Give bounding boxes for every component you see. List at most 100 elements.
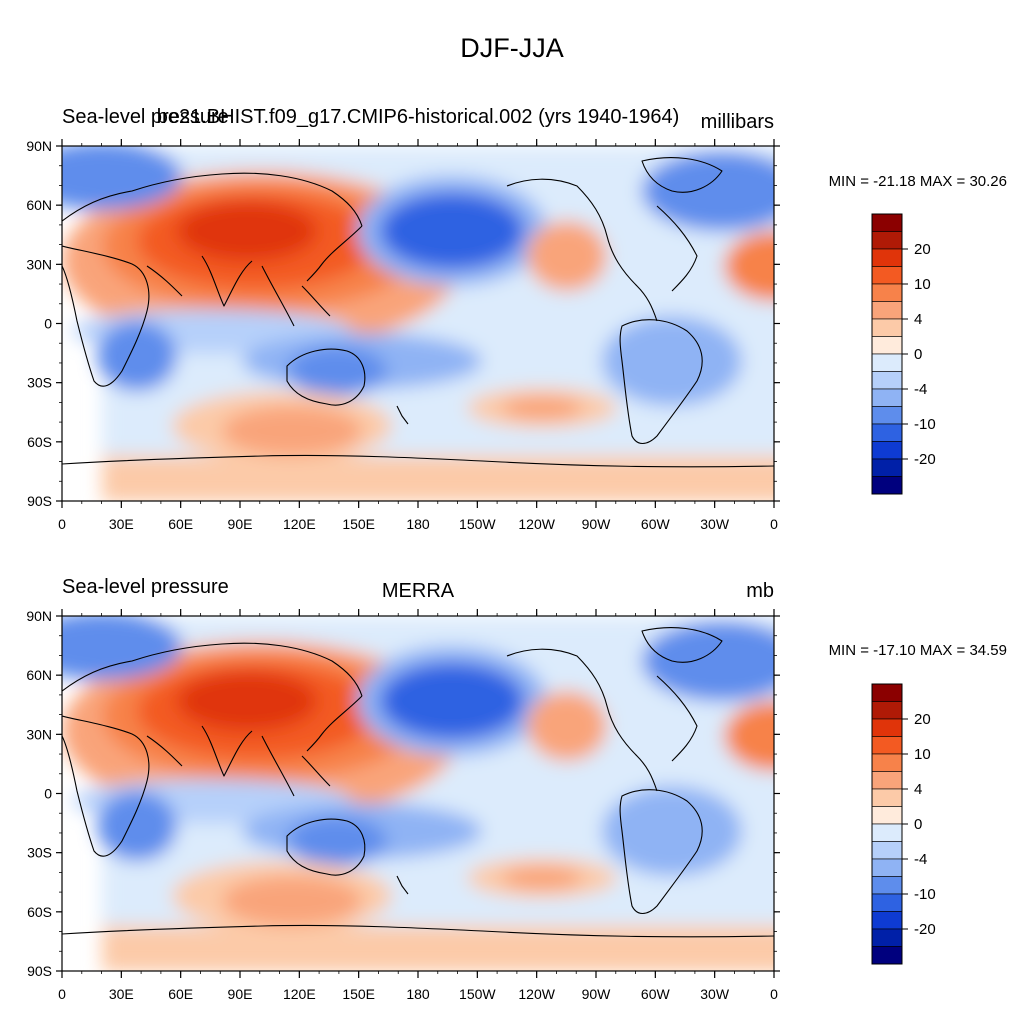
colorbar-label: 10 [914, 746, 931, 763]
lon-tick-label: 60E [168, 986, 193, 1002]
lat-tick-label: 60S [27, 904, 52, 920]
colorbar-swatch [871, 371, 903, 390]
lon-tick-label: 120E [283, 516, 316, 532]
colorbar-label: -4 [914, 851, 927, 868]
colorbar-label: 10 [914, 276, 931, 293]
colorbar-swatch [871, 353, 903, 372]
lon-tick-label: 30W [700, 986, 730, 1002]
colorbar-swatch [871, 266, 903, 285]
panel-units: millibars [701, 111, 774, 133]
lon-tick-label: 0 [58, 986, 66, 1002]
lon-tick-label: 120W [518, 986, 555, 1002]
panel-center-title: MERRA [382, 580, 455, 602]
colorbar-swatch [871, 683, 903, 702]
panel-left-title: Sea-level pressure [62, 576, 229, 598]
colorbar-swatch [871, 701, 903, 720]
colorbar-swatch [871, 736, 903, 755]
colorbar-swatch [871, 283, 903, 302]
min-max-label: MIN = -17.10 MAX = 34.59 [829, 642, 1007, 659]
lat-tick-label: 0 [44, 316, 52, 332]
lon-tick-label: 60E [168, 516, 193, 532]
lat-tick-label: 30N [26, 256, 52, 272]
lat-tick-label: 90S [27, 963, 52, 979]
colorbar-swatch [871, 788, 903, 807]
colorbar-swatch [871, 753, 903, 772]
map-field [62, 142, 774, 502]
colorbar-swatch [871, 441, 903, 460]
colorbar-label: -10 [914, 416, 936, 433]
lat-tick-label: 90S [27, 493, 52, 509]
panel-units: mb [746, 580, 774, 602]
colorbar-swatch [871, 823, 903, 842]
colorbar-label: 20 [914, 241, 931, 258]
min-max-label: MIN = -21.18 MAX = 30.26 [829, 173, 1007, 190]
colorbar-label: 4 [914, 781, 922, 798]
colorbar-swatch [871, 336, 903, 355]
colorbar-label: -10 [914, 886, 936, 903]
colorbar-label: -4 [914, 381, 927, 398]
lon-tick-label: 150W [459, 516, 496, 532]
lat-tick-label: 60N [26, 667, 52, 683]
lat-tick-label: 30S [27, 845, 52, 861]
lon-tick-label: 60W [641, 516, 671, 532]
colorbar-label: 0 [914, 816, 922, 833]
colorbar-swatch [871, 248, 903, 267]
colorbar-label: 4 [914, 311, 922, 328]
lat-tick-label: 60N [26, 197, 52, 213]
lon-tick-label: 90W [582, 516, 612, 532]
panel-left-title: Sea-level pressure [62, 106, 229, 128]
lon-tick-label: 0 [58, 516, 66, 532]
colorbar-swatch [871, 858, 903, 877]
panel-center-title: be21.BHIST.f09_g17.CMIP6-historical.002 … [157, 106, 680, 128]
colorbar-swatch [871, 946, 903, 965]
colorbar: 20 10 4 0 -4 -10 -20 [871, 683, 936, 965]
main-title: DJF-JJA [460, 33, 564, 63]
lon-tick-label: 180 [406, 516, 430, 532]
lon-tick-label: 120W [518, 516, 555, 532]
lon-tick-label: 150E [342, 516, 375, 532]
colorbar-label: 20 [914, 711, 931, 728]
colorbar-swatch [871, 928, 903, 947]
colorbar-swatch [871, 476, 903, 495]
colorbar-swatch [871, 893, 903, 912]
colorbar-label: 0 [914, 346, 922, 363]
lat-tick-label: 0 [44, 786, 52, 802]
lon-tick-label: 30W [700, 516, 730, 532]
colorbar-swatch [871, 406, 903, 425]
lon-tick-label: 90W [582, 986, 612, 1002]
colorbar-label: -20 [914, 451, 936, 468]
colorbar-swatch [871, 718, 903, 737]
lon-tick-label: 0 [770, 516, 778, 532]
lon-tick-label: 120E [283, 986, 316, 1002]
colorbar-swatch [871, 911, 903, 930]
lon-tick-label: 30E [109, 516, 134, 532]
colorbar-swatch [871, 771, 903, 790]
panel-reanalysis: Sea-level pressure MERRA mb 90N 60N 30N 0 30… [26, 576, 1007, 1002]
lon-tick-label: 30E [109, 986, 134, 1002]
lon-tick-label: 150W [459, 986, 496, 1002]
colorbar-swatch [871, 213, 903, 232]
panel-model: Sea-level pressure be21.BHIST.f09_g17.CM… [26, 106, 1007, 532]
lat-tick-label: 30S [27, 375, 52, 391]
lat-tick-label: 30N [26, 726, 52, 742]
colorbar-swatch [871, 806, 903, 825]
colorbar-swatch [871, 423, 903, 442]
lon-tick-label: 90E [228, 516, 253, 532]
colorbar-swatch [871, 841, 903, 860]
map-field [62, 612, 774, 972]
lon-tick-label: 0 [770, 986, 778, 1002]
colorbar-swatch [871, 301, 903, 320]
lat-tick-label: 60S [27, 434, 52, 450]
lon-tick-label: 90E [228, 986, 253, 1002]
map-axes: 90N 60N 30N 0 30S 60S 90S 0 30E 60E 90E 120E 150E 180… [26, 138, 780, 532]
colorbar-swatch [871, 318, 903, 337]
lon-tick-label: 150E [342, 986, 375, 1002]
map-axes: 90N 60N 30N 0 30S 60S 90S 0 30E 60E 90E 120E 150E 180… [26, 608, 780, 1002]
colorbar-label: -20 [914, 921, 936, 938]
colorbar-swatch [871, 876, 903, 895]
lon-tick-label: 180 [406, 986, 430, 1002]
colorbar-swatch [871, 458, 903, 477]
lon-tick-label: 60W [641, 986, 671, 1002]
lat-tick-label: 90N [26, 138, 52, 154]
